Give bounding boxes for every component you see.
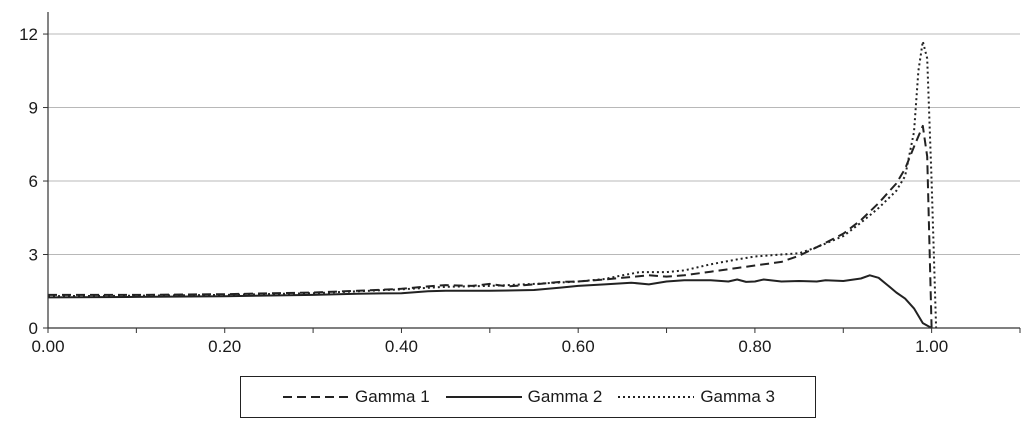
legend-item-gamma-3: Gamma 3 [616,387,775,407]
legend-item-gamma-2: Gamma 2 [444,387,603,407]
x-tick-label: 0.20 [208,337,241,356]
x-tick-label: 0.80 [738,337,771,356]
x-tick-label: 0.40 [385,337,418,356]
y-tick-label: 6 [29,172,38,191]
y-tick-label: 12 [19,25,38,44]
y-tick-label: 0 [29,319,38,338]
line-chart: 0 3 6 9 12 0.00 0.20 0.40 0.60 0.80 1.00 [19,12,1021,356]
x-tick-label: 0.60 [562,337,595,356]
legend-swatch-dotted [618,396,695,398]
series-line-gamma-1 [48,124,933,329]
legend-swatch-dashed [283,396,350,398]
legend-label: Gamma 3 [700,387,775,406]
x-tick-label: 0.00 [31,337,64,356]
legend-label: Gamma 2 [527,387,603,406]
legend-item-gamma-1: Gamma 1 [281,387,430,407]
series-line-gamma-2 [47,274,933,329]
y-tick-label: 3 [29,246,38,265]
axes [43,12,1021,333]
series-line-gamma-3 [47,40,938,329]
y-tick-label: 9 [29,99,38,118]
x-tick-label: 1.00 [915,337,948,356]
tick-labels: 0 3 6 9 12 0.00 0.20 0.40 0.60 0.80 1.00 [19,25,948,356]
legend-swatch-solid [445,396,522,398]
legend-label: Gamma 1 [355,387,430,406]
grid-lines [48,33,1020,256]
legend: Gamma 1 Gamma 2 Gamma 3 [240,376,816,418]
series-lines [47,40,938,329]
